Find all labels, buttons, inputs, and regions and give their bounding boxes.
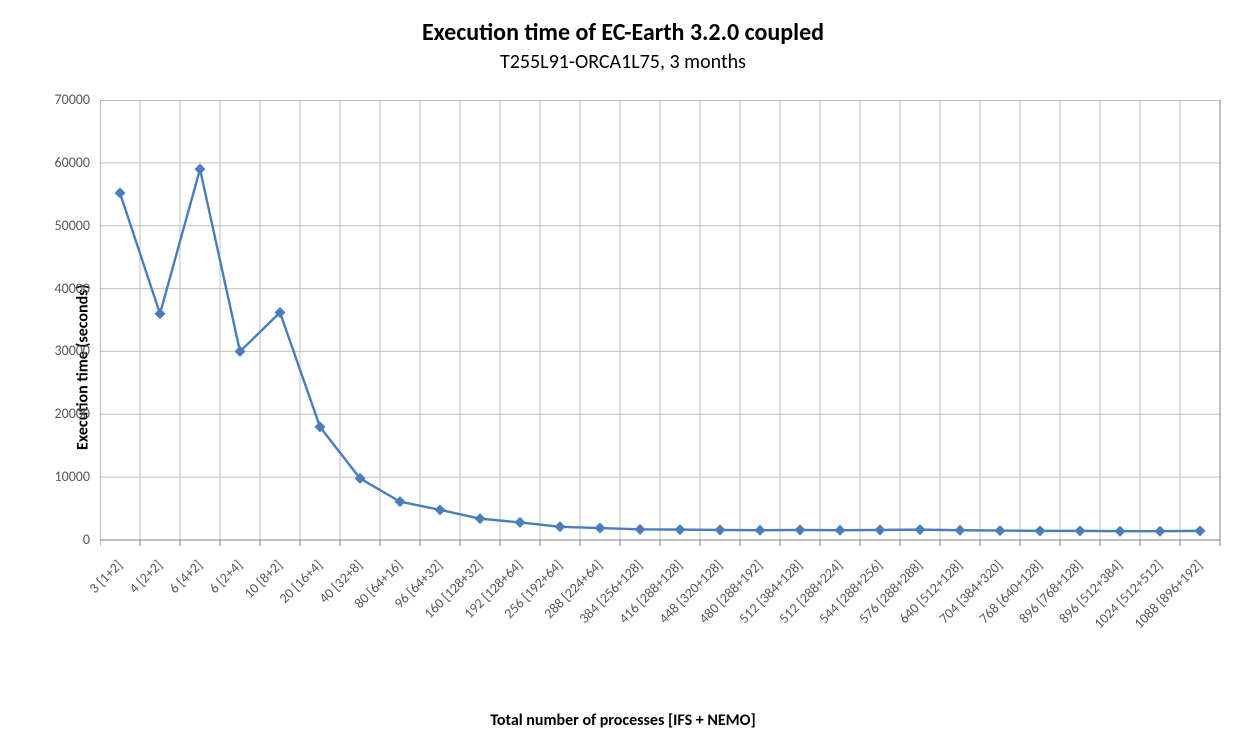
data-marker [1115, 526, 1126, 537]
y-tick-label: 60000 [0, 154, 90, 171]
data-marker [115, 188, 126, 199]
data-marker [995, 525, 1006, 536]
y-tick-label: 20000 [0, 405, 90, 422]
y-tick-label: 70000 [0, 91, 90, 108]
data-marker [555, 521, 566, 532]
data-marker [1195, 525, 1206, 536]
data-marker [875, 524, 886, 535]
x-axis-label: Total number of processes [IFS + NEMO] [0, 711, 1246, 730]
data-marker [195, 164, 206, 175]
data-marker [515, 517, 526, 528]
data-marker [475, 513, 486, 524]
y-tick-label: 0 [0, 531, 90, 548]
data-marker [715, 524, 726, 535]
data-marker [1075, 525, 1086, 536]
data-marker [675, 524, 686, 535]
data-marker [635, 524, 646, 535]
y-tick-label: 10000 [0, 468, 90, 485]
plot-area [100, 100, 1226, 546]
data-marker [155, 308, 166, 319]
data-marker [835, 525, 846, 536]
data-marker [595, 523, 606, 534]
y-tick-label: 30000 [0, 342, 90, 359]
data-marker [755, 525, 766, 536]
data-marker [1035, 525, 1046, 536]
chart-title: Execution time of EC-Earth 3.2.0 coupled [0, 18, 1246, 47]
data-marker [795, 524, 806, 535]
y-tick-label: 40000 [0, 280, 90, 297]
data-marker [1155, 526, 1166, 537]
data-marker [435, 504, 446, 515]
y-tick-label: 50000 [0, 217, 90, 234]
data-marker [395, 496, 406, 507]
chart-subtitle: T255L91-ORCA1L75, 3 months [0, 50, 1246, 74]
chart-container: Execution time of EC-Earth 3.2.0 coupled… [0, 0, 1246, 742]
data-marker [955, 525, 966, 536]
data-marker [915, 524, 926, 535]
y-axis-label: Execution time (seconds) [73, 284, 92, 450]
